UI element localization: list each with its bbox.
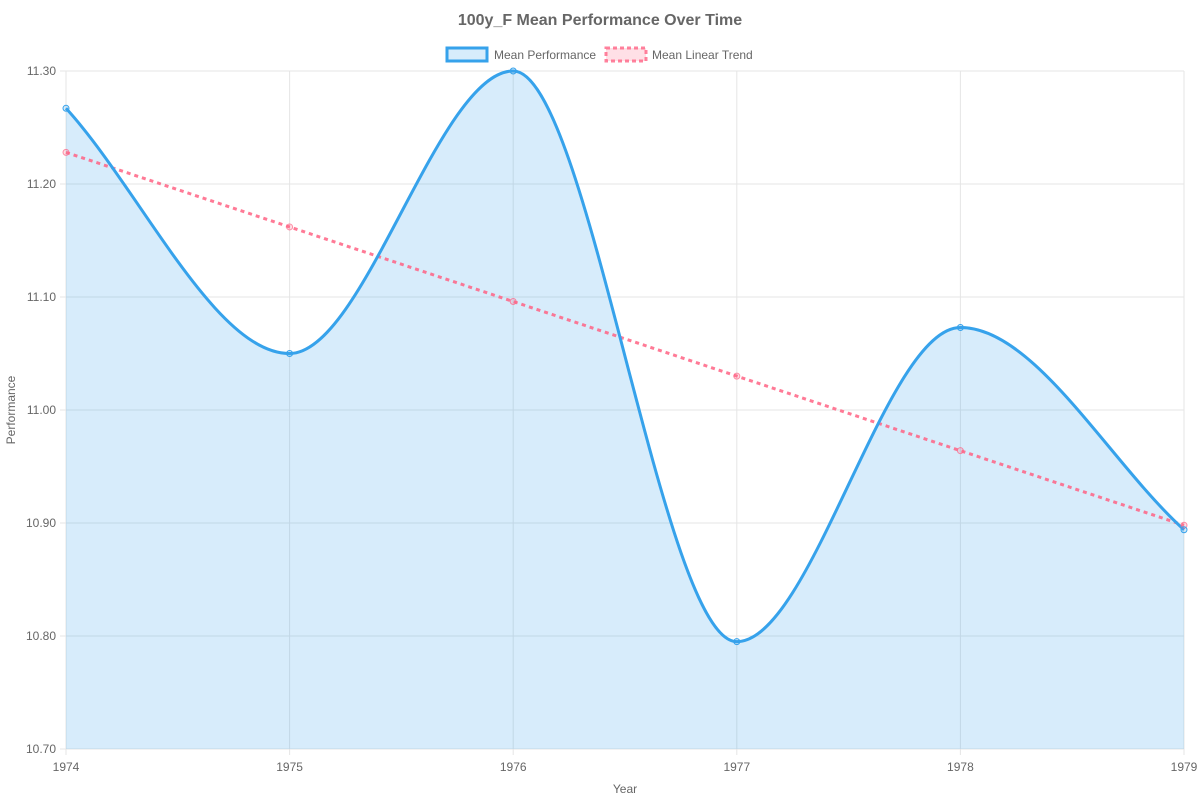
point-mean-performance[interactable]: [1180, 526, 1188, 534]
point-mean-performance[interactable]: [733, 638, 741, 646]
x-axis-ticks: 1974 1975 1976 1977 1978 1979: [53, 760, 1198, 774]
point-mean-linear-trend[interactable]: [62, 148, 70, 156]
x-axis-title: Year: [613, 782, 637, 796]
x-tick-label: 1978: [947, 760, 974, 774]
point-mean-performance[interactable]: [286, 350, 294, 357]
y-tick-label: 11.10: [27, 290, 56, 304]
points-layer: [62, 67, 1188, 646]
y-tick-label: 11.30: [27, 64, 56, 78]
lines-layer: [64, 69, 1186, 644]
y-tick-label: 10.80: [26, 629, 56, 643]
series-line-mean-performance: [64, 69, 1186, 644]
series-area-mean-performance: [66, 71, 1184, 749]
y-axis-ticks: 10.70 10.80 10.90 11.00 11.10 11.20 11.30: [26, 64, 56, 756]
x-tick-label: 1975: [276, 760, 303, 774]
y-axis-title: Performance: [4, 375, 18, 444]
legend-swatch-mean-linear-trend: [604, 46, 648, 63]
legend-item-mean-linear-trend[interactable]: Mean Linear Trend: [604, 46, 753, 63]
legend-label-mean-linear-trend: Mean Linear Trend: [652, 48, 753, 62]
point-mean-performance[interactable]: [62, 104, 70, 112]
y-tick-label: 10.90: [26, 516, 56, 530]
y-tick-label: 11.20: [27, 177, 56, 191]
legend-swatch-mean-performance: [445, 46, 489, 63]
y-tick-label: 11.00: [27, 403, 56, 417]
x-tick-label: 1977: [723, 760, 750, 774]
point-mean-performance[interactable]: [956, 324, 964, 332]
x-tick-label: 1976: [500, 760, 527, 774]
chart-title: 100y_F Mean Performance Over Time: [458, 12, 742, 29]
point-mean-linear-trend[interactable]: [509, 298, 517, 306]
legend-item-mean-performance[interactable]: Mean Performance: [445, 46, 596, 63]
point-mean-linear-trend[interactable]: [286, 223, 294, 231]
y-tick-label: 10.70: [26, 742, 56, 756]
legend: Mean Performance Mean Linear Trend: [445, 46, 753, 63]
point-mean-linear-trend[interactable]: [956, 447, 964, 455]
legend-label-mean-performance: Mean Performance: [494, 48, 596, 62]
point-mean-linear-trend[interactable]: [733, 372, 741, 380]
x-tick-label: 1979: [1171, 760, 1198, 774]
x-tick-label: 1974: [53, 760, 80, 774]
area-layer: [66, 71, 1184, 749]
point-mean-performance[interactable]: [509, 67, 517, 75]
grid: [60, 70, 1185, 755]
